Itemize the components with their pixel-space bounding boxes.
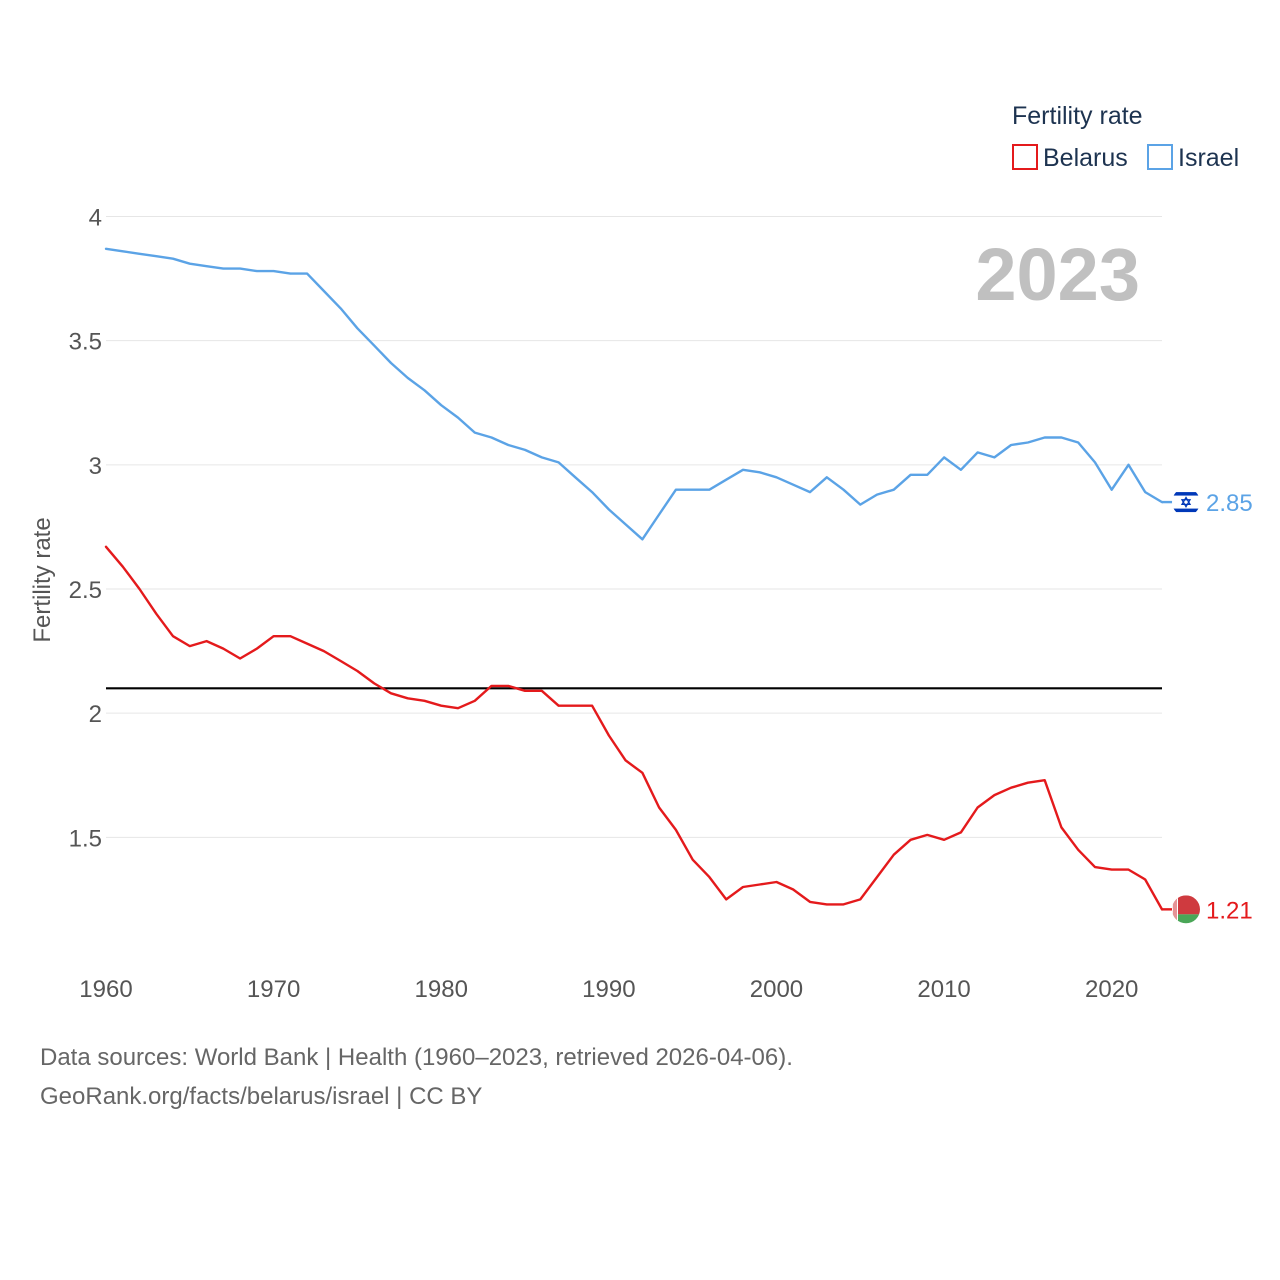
series-lines	[104, 247, 1164, 911]
y-axis-ticks: 1.5 2 2.5 3 3.5 4	[69, 205, 102, 853]
legend-item-israel[interactable]: Israel	[1147, 144, 1239, 172]
year-watermark: 2023	[975, 233, 1140, 316]
israel-flag-icon	[1172, 488, 1200, 517]
legend-label-belarus: Belarus	[1043, 144, 1128, 172]
legend-swatch-israel	[1147, 144, 1173, 170]
y-tick-label: 3	[89, 453, 102, 480]
legend: Fertility rate Belarus Israel	[1012, 102, 1239, 172]
x-tick-label: 1980	[415, 976, 468, 1003]
x-tick-label: 1970	[247, 976, 300, 1003]
end-value-label-israel: 2.85	[1206, 490, 1253, 517]
y-tick-label: 2	[89, 701, 102, 728]
end-value-label-belarus: 1.21	[1206, 897, 1253, 924]
gridlines	[106, 216, 1162, 838]
x-tick-label: 2020	[1085, 976, 1138, 1003]
series-line-belarus	[104, 545, 1164, 911]
x-axis-ticks: 1960 1970 1980 1990 2000 2010 2020	[79, 976, 1138, 1003]
x-tick-label: 2000	[750, 976, 803, 1003]
y-tick-label: 4	[89, 205, 102, 232]
y-tick-label: 3.5	[69, 329, 102, 356]
y-tick-label: 2.5	[69, 577, 102, 604]
attribution-link[interactable]: GeoRank.org/facts/belarus/israel | CC BY	[40, 1083, 483, 1110]
x-tick-label: 1990	[582, 976, 635, 1003]
legend-item-belarus[interactable]: Belarus	[1012, 144, 1128, 172]
x-tick-label: 1960	[79, 976, 132, 1003]
series-end-markers: 1.21 2.85	[1162, 488, 1253, 924]
y-tick-label: 1.5	[69, 825, 102, 852]
x-tick-label: 2010	[917, 976, 970, 1003]
series-line-israel	[104, 247, 1164, 541]
belarus-flag-icon	[1172, 895, 1200, 924]
data-sources-note: Data sources: World Bank | Health (1960–…	[40, 1044, 793, 1071]
legend-swatch-belarus	[1012, 144, 1038, 170]
y-axis-title: Fertility rate	[29, 517, 56, 642]
legend-label-israel: Israel	[1178, 144, 1239, 172]
legend-title: Fertility rate	[1012, 102, 1143, 130]
